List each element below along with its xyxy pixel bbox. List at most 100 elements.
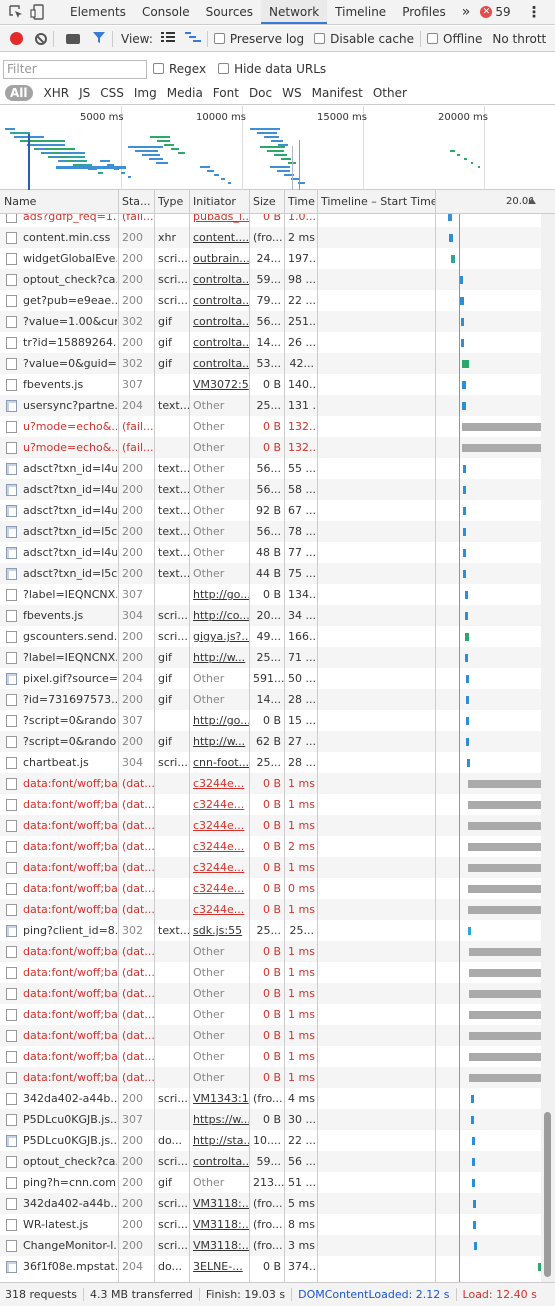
request-initiator[interactable]: http://w... bbox=[193, 651, 246, 664]
table-row[interactable]: data:font/woff;ba... (dat... Other 0 B 1 ms bbox=[0, 1067, 541, 1088]
table-row[interactable]: ping?h=cnn.com... 200 gif Other 213... 51 ... bbox=[0, 1172, 541, 1193]
request-name[interactable]: ping?client_id=8... bbox=[23, 924, 117, 937]
request-name[interactable]: adsct?txn_id=l5c... bbox=[23, 525, 117, 538]
table-row[interactable]: adsct?txn_id=l5c... 200 text... Other 44 B 75… bbox=[0, 563, 541, 584]
request-name[interactable]: data:font/woff;ba... bbox=[23, 1008, 117, 1021]
col-size[interactable]: Size bbox=[253, 195, 276, 208]
request-initiator[interactable]: content.... bbox=[193, 231, 249, 244]
request-initiator[interactable]: http://w... bbox=[193, 735, 246, 748]
type-font[interactable]: Font bbox=[212, 85, 239, 100]
request-initiator[interactable]: VM3118:... bbox=[193, 1239, 249, 1252]
table-row[interactable]: optout_check?ca... 200 scri... controlta...… bbox=[0, 1151, 541, 1172]
request-name[interactable]: data:font/woff;ba... bbox=[23, 1050, 117, 1063]
request-name[interactable]: data:font/woff;ba... bbox=[23, 1071, 117, 1084]
table-row[interactable]: adsct?txn_id=l4u... 200 text... Other 56... 5… bbox=[0, 479, 541, 500]
request-initiator[interactable]: cnn-foot... bbox=[193, 756, 249, 769]
offline-checkbox[interactable]: Offline bbox=[427, 32, 482, 46]
request-name[interactable]: adsct?txn_id=l4u... bbox=[23, 504, 117, 517]
table-row[interactable]: adsct?txn_id=l4u... 200 text... Other 48 B 77… bbox=[0, 542, 541, 563]
request-list-scrollbar[interactable] bbox=[541, 214, 555, 1282]
type-manifest[interactable]: Manifest bbox=[311, 85, 363, 100]
type-ws[interactable]: WS bbox=[282, 85, 302, 100]
request-initiator[interactable]: VM3118:... bbox=[193, 1218, 249, 1231]
request-name[interactable]: ?value=0&guid=... bbox=[23, 357, 117, 370]
record-button[interactable] bbox=[10, 32, 23, 45]
request-name[interactable]: ads?gdfp_req=1... bbox=[23, 214, 117, 223]
request-name[interactable]: 36f1f08e.mpstat... bbox=[23, 1260, 117, 1273]
request-name[interactable]: gscounters.send... bbox=[23, 630, 117, 643]
request-initiator[interactable]: sdk.js:55 bbox=[193, 924, 243, 937]
tab-profiles[interactable]: Profiles bbox=[402, 5, 446, 19]
table-row[interactable]: adsct?txn_id=l4u... 200 text... Other 92 B 67… bbox=[0, 500, 541, 521]
col-type[interactable]: Type bbox=[158, 195, 184, 208]
table-row[interactable]: data:font/woff;ba... (dat... c3244e... 0 B 1… bbox=[0, 773, 542, 794]
request-name[interactable]: u?mode=echo&... bbox=[23, 441, 117, 454]
request-name[interactable]: ping?h=cnn.com... bbox=[23, 1176, 117, 1189]
request-name[interactable]: data:font/woff;ba... bbox=[23, 882, 117, 895]
request-initiator[interactable]: http://go... bbox=[193, 588, 249, 601]
request-name[interactable]: adsct?txn_id=l4u... bbox=[23, 546, 117, 559]
request-initiator[interactable]: controlta... bbox=[193, 357, 249, 370]
table-row[interactable]: ?value=0&guid=... 302 gif controlta... 53...… bbox=[0, 353, 541, 374]
request-name[interactable]: data:font/woff;ba... bbox=[23, 903, 117, 916]
tab-elements[interactable]: Elements bbox=[70, 5, 126, 19]
request-name[interactable]: adsct?txn_id=l5c... bbox=[23, 567, 117, 580]
table-row[interactable]: data:font/woff;ba... (dat... Other 0 B 1 ms bbox=[0, 1025, 541, 1046]
filter-input[interactable]: Filter bbox=[3, 59, 147, 79]
request-initiator[interactable]: controlta... bbox=[193, 315, 249, 328]
clear-icon[interactable] bbox=[35, 32, 47, 45]
waterfall-view-icon[interactable] bbox=[184, 31, 201, 46]
request-name[interactable]: optout_check?ca... bbox=[23, 1155, 117, 1168]
type-xhr[interactable]: XHR bbox=[43, 85, 70, 100]
request-name[interactable]: get?pub=e9eae... bbox=[23, 294, 117, 307]
request-name[interactable]: adsct?txn_id=l4u... bbox=[23, 462, 117, 475]
scrollbar-thumb[interactable] bbox=[544, 1112, 551, 1277]
type-css[interactable]: CSS bbox=[100, 85, 124, 100]
request-initiator[interactable]: http://sta... bbox=[193, 1134, 249, 1147]
tab-console[interactable]: Console bbox=[141, 5, 190, 19]
request-name[interactable]: data:font/woff;ba... bbox=[23, 966, 117, 979]
request-initiator[interactable]: VM3072:5 bbox=[193, 378, 249, 391]
device-toolbar-icon[interactable] bbox=[30, 4, 46, 20]
table-row[interactable]: data:font/woff;ba... (dat... Other 0 B 1 ms bbox=[0, 962, 541, 983]
request-name[interactable]: WR-latest.js bbox=[23, 1218, 89, 1231]
tab-network[interactable]: Network bbox=[261, 0, 328, 24]
table-row[interactable]: WR-latest.js 200 scri... VM3118:... (fro... 8… bbox=[0, 1214, 541, 1235]
col-status[interactable]: Sta... bbox=[122, 195, 151, 208]
throttle-select[interactable]: No thrott bbox=[492, 31, 547, 46]
table-row[interactable]: fbevents.js 307 VM3072:5 0 B 140... bbox=[0, 374, 541, 395]
table-row[interactable]: pixel.gif?source=... 204 gif Other 591... 50 … bbox=[0, 668, 541, 689]
tab-timeline[interactable]: Timeline bbox=[335, 5, 387, 19]
table-row[interactable]: ?id=731697573... 200 gif Other 14... 28 ... bbox=[0, 689, 541, 710]
table-row[interactable]: data:font/woff;ba... (dat... c3244e... 0 B 1… bbox=[0, 857, 542, 878]
request-name[interactable]: data:font/woff;ba... bbox=[23, 840, 117, 853]
request-name[interactable]: ?id=731697573... bbox=[23, 693, 117, 706]
request-name[interactable]: ?label=IEQNCNX... bbox=[23, 588, 117, 601]
type-media[interactable]: Media bbox=[166, 85, 203, 100]
request-name[interactable]: data:font/woff;ba... bbox=[23, 798, 117, 811]
request-initiator[interactable]: c3244e... bbox=[193, 798, 245, 811]
request-name[interactable]: ChangeMonitor-l... bbox=[23, 1239, 117, 1252]
request-initiator[interactable]: https://w... bbox=[193, 1113, 249, 1126]
request-name[interactable]: adsct?txn_id=l4u... bbox=[23, 483, 117, 496]
col-name[interactable]: Name bbox=[4, 195, 37, 208]
request-initiator[interactable]: outbrain.... bbox=[193, 252, 249, 265]
type-all[interactable]: All bbox=[5, 84, 33, 101]
table-row[interactable]: adsct?txn_id=l5c... 200 text... Other 56... 7… bbox=[0, 521, 541, 542]
sort-up-icon[interactable] bbox=[528, 198, 536, 204]
table-row[interactable]: 342da402-a44b... 200 scri... VM3118:... (fro… bbox=[0, 1193, 541, 1214]
request-initiator[interactable]: controlta... bbox=[193, 336, 249, 349]
table-row[interactable]: data:font/woff;ba... (dat... c3244e... 0 B 1… bbox=[0, 794, 542, 815]
request-name[interactable]: P5DLcu0KGJB.js... bbox=[23, 1113, 117, 1126]
table-row[interactable]: data:font/woff;ba... (dat... Other 0 B 1 ms bbox=[0, 983, 541, 1004]
request-initiator[interactable]: c3244e... bbox=[193, 903, 245, 916]
request-name[interactable]: data:font/woff;ba... bbox=[23, 945, 117, 958]
table-row[interactable]: u?mode=echo&... (fail... Other 0 B 132... bbox=[0, 416, 542, 437]
table-row[interactable]: gscounters.send... 200 scri... gigya.js?...… bbox=[0, 626, 541, 647]
table-row[interactable]: ?value=1.00&cur... 302 gif controlta... 56..… bbox=[0, 311, 541, 332]
menu-kebab-icon[interactable]: ⋮ bbox=[526, 3, 542, 21]
request-name[interactable]: data:font/woff;ba... bbox=[23, 861, 117, 874]
hide-data-urls-checkbox[interactable]: Hide data URLs bbox=[218, 62, 326, 76]
table-row[interactable]: optout_check?ca... 200 scri... controlta...… bbox=[0, 269, 541, 290]
request-initiator[interactable]: c3244e... bbox=[193, 882, 245, 895]
